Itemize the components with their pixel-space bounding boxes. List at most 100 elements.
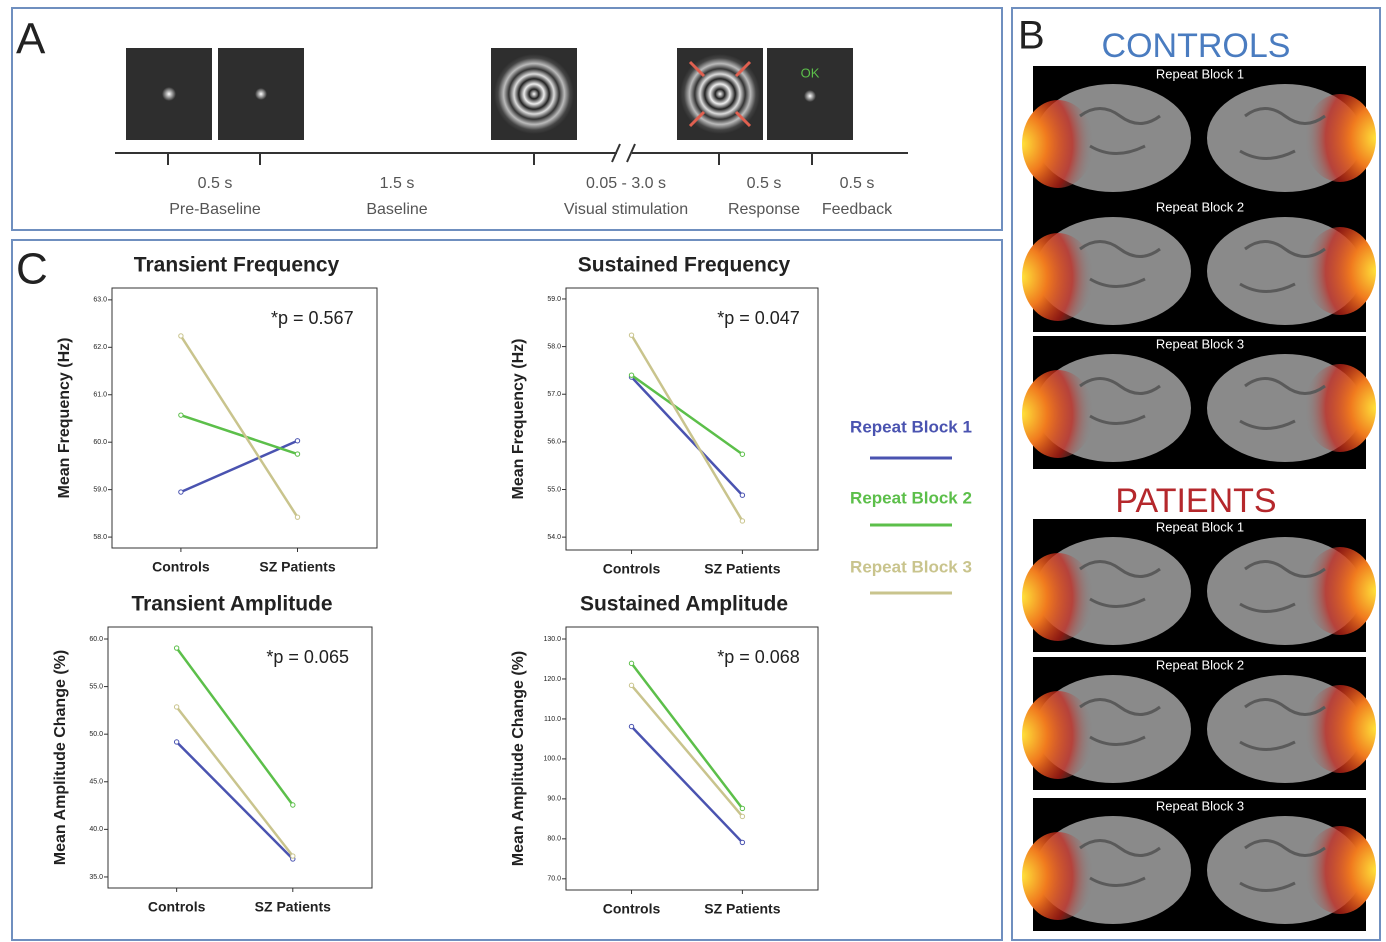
group-title: PATIENTS bbox=[1115, 482, 1276, 520]
activation bbox=[1022, 832, 1094, 920]
data-point bbox=[628, 660, 635, 667]
legend-label: Repeat Block 3 bbox=[850, 557, 972, 576]
annotation: *p = 0.068 bbox=[717, 647, 800, 667]
y-tick-label: 55.0 bbox=[547, 486, 561, 493]
y-tick-label: 45.0 bbox=[89, 779, 103, 786]
data-point bbox=[173, 645, 180, 651]
y-tick-label: 57.0 bbox=[547, 391, 561, 398]
charts: Repeat Block 1 Repeat Block 2 Repeat Block… bbox=[52, 254, 972, 917]
y-tick-label: 90.0 bbox=[547, 796, 561, 803]
x-tick-label: SZ Patients bbox=[704, 901, 780, 917]
block-label: Repeat Block 2 bbox=[1156, 199, 1244, 214]
y-tick-label: 59.0 bbox=[547, 296, 561, 303]
phase-duration: 0.5 s bbox=[747, 175, 782, 192]
phase-duration: 0.5 s bbox=[840, 175, 875, 192]
series-line bbox=[630, 684, 744, 818]
block-label: Repeat Block 3 bbox=[1156, 798, 1244, 813]
y-tick-label: 60.0 bbox=[93, 439, 107, 446]
fixation bbox=[804, 90, 816, 102]
y-tick-label: 70.0 bbox=[547, 876, 561, 883]
series-line bbox=[630, 334, 744, 522]
series-line bbox=[180, 413, 298, 456]
phase-duration: 0.05 - 3.0 s bbox=[586, 175, 666, 192]
plot-area bbox=[107, 626, 373, 889]
sulci bbox=[1079, 107, 1326, 160]
x-tick-label: SZ Patients bbox=[255, 899, 331, 915]
chart-title: Transient Amplitude bbox=[131, 593, 332, 616]
y-tick-label: 58.0 bbox=[93, 534, 107, 541]
data-point bbox=[739, 451, 746, 457]
legend-label: Repeat Block 1 bbox=[850, 417, 972, 436]
series-line bbox=[630, 376, 744, 497]
panel-b-frame bbox=[1011, 7, 1381, 941]
data-point bbox=[739, 492, 746, 498]
y-tick-label: 54.0 bbox=[547, 534, 561, 541]
y-tick-label: 61.0 bbox=[93, 392, 107, 399]
activation bbox=[1022, 553, 1094, 641]
y-axis-label: Mean Amplitude Change (%) bbox=[52, 650, 69, 865]
y-tick-label: 50.0 bbox=[89, 731, 103, 738]
fixation bbox=[255, 88, 267, 100]
activation bbox=[1022, 691, 1094, 779]
x-tick-label: Controls bbox=[152, 559, 210, 575]
sulci bbox=[1079, 240, 1326, 293]
fixation bbox=[162, 87, 176, 101]
activation bbox=[1304, 547, 1376, 635]
y-tick-label: 62.0 bbox=[93, 344, 107, 351]
block-label: Repeat Block 3 bbox=[1156, 336, 1244, 351]
data-point bbox=[294, 514, 301, 520]
phase-name: Visual stimulation bbox=[564, 201, 688, 218]
phase-name: Feedback bbox=[822, 201, 893, 218]
panel-label: A bbox=[16, 15, 46, 64]
activation bbox=[1304, 685, 1376, 773]
data-point bbox=[628, 372, 635, 378]
phase-duration: 0.5 s bbox=[198, 175, 233, 192]
y-axis-label: Mean Frequency (Hz) bbox=[510, 339, 527, 500]
chart-title: Sustained Amplitude bbox=[580, 593, 788, 616]
phase-name: Response bbox=[728, 201, 800, 218]
data-point bbox=[739, 839, 746, 846]
y-tick-label: 58.0 bbox=[547, 343, 561, 350]
y-tick-label: 56.0 bbox=[547, 439, 561, 446]
series-line bbox=[180, 439, 299, 494]
data-point bbox=[294, 438, 301, 444]
feedback-text: OK bbox=[801, 65, 820, 80]
phase-name: Baseline bbox=[366, 201, 427, 218]
y-tick-label: 35.0 bbox=[89, 874, 103, 881]
data-point bbox=[628, 682, 635, 689]
data-point bbox=[290, 802, 296, 808]
y-tick-label: 80.0 bbox=[547, 836, 561, 843]
stimuli: OK bbox=[115, 48, 908, 165]
panel-c-frame bbox=[11, 239, 1003, 941]
y-tick-label: 110.0 bbox=[544, 716, 561, 723]
y-tick-label: 100.0 bbox=[543, 756, 561, 763]
y-tick-label: 59.0 bbox=[93, 486, 107, 493]
block-label: Repeat Block 1 bbox=[1156, 519, 1244, 534]
y-tick-label: 63.0 bbox=[93, 297, 107, 304]
data-point bbox=[178, 333, 184, 339]
data-point bbox=[739, 813, 746, 820]
annotation: *p = 0.065 bbox=[266, 647, 349, 667]
sulci bbox=[1079, 698, 1326, 751]
x-tick-label: SZ Patients bbox=[704, 561, 780, 577]
sulci bbox=[1079, 560, 1326, 613]
phase-duration: 1.5 s bbox=[380, 175, 415, 192]
series-line bbox=[175, 706, 294, 857]
data-point bbox=[628, 332, 635, 338]
activation bbox=[1022, 233, 1094, 321]
y-tick-label: 120.0 bbox=[543, 676, 561, 683]
x-tick-label: SZ Patients bbox=[259, 559, 335, 575]
phases: 0.5 s Pre-Baseline 1.5 s Baseline 0.05 - 3.0… bbox=[169, 175, 893, 218]
activation bbox=[1304, 94, 1376, 182]
y-axis-label: Mean Frequency (Hz) bbox=[56, 338, 73, 499]
annotation: *p = 0.567 bbox=[271, 308, 354, 328]
data-point bbox=[739, 518, 746, 524]
panel-label: B bbox=[1018, 14, 1045, 58]
data-point bbox=[178, 412, 184, 418]
data-point bbox=[290, 853, 296, 859]
data-point bbox=[173, 739, 180, 745]
activation bbox=[1304, 826, 1376, 914]
series-line bbox=[179, 335, 299, 518]
